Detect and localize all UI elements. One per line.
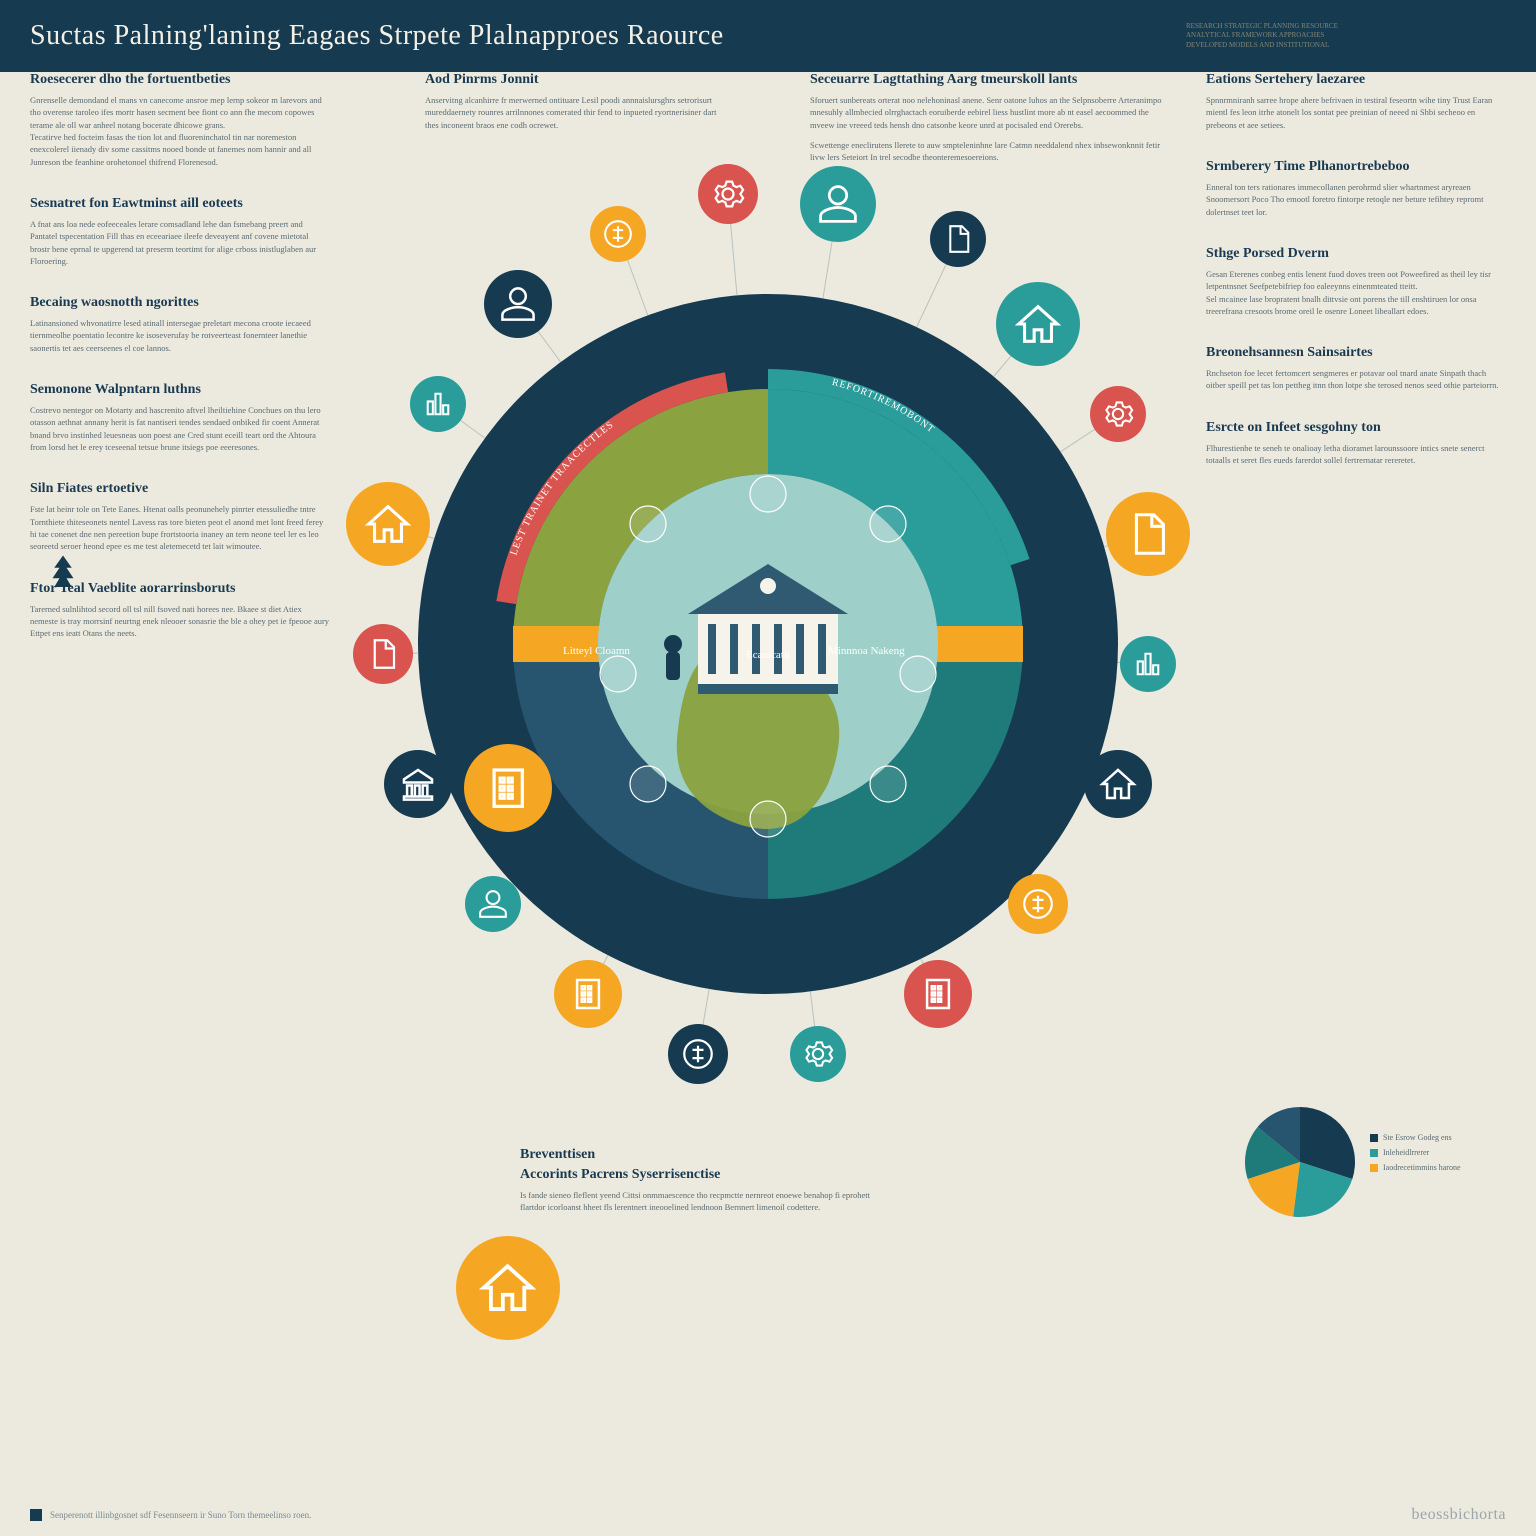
text-block: Esrcte on Infeet sesgohny tonFlhurestien… (1206, 420, 1506, 467)
content-area: Roesecerer dho the fortuentbetiesGnrense… (0, 72, 1536, 1536)
text-block: Sesnatret fon Eawtminst aill eoteetsA fn… (30, 196, 330, 267)
text-block: Sthge Porsed DvermGesan Eterenes conbeg … (1206, 246, 1506, 317)
text-block: Srmberery Time PlhanortrebebooEnneral to… (1206, 159, 1506, 218)
bottom-center-block: Breventtisen Accorints Pacrens Syserrise… (520, 1147, 880, 1214)
text-block: Breonehsannesn SainsairtesRnchseton foe … (1206, 345, 1506, 392)
text-block: Semonone Walpntarn luthnsCostrevo nenteg… (30, 382, 330, 453)
text-block: Eations Sertehery laezareeSpnnrmniranh s… (1206, 72, 1506, 131)
pie-legend: Ste Esrow Godeg ensInleheidlrrererIaodre… (1370, 1132, 1461, 1176)
svg-text:Ecaracatit: Ecaracatit (746, 649, 790, 661)
right-column: Eations Sertehery laezareeSpnnrmniranh s… (1206, 72, 1506, 494)
mini-pie-chart (1230, 1092, 1370, 1232)
footer-brand: beossbichorta (1412, 1506, 1506, 1524)
text-block: Roesecerer dho the fortuentbetiesGnrense… (30, 72, 330, 168)
header-meta: RESEARCH STRATEGIC PLANNING RESOURCE ANA… (1186, 22, 1506, 49)
infographic-page: Suctas Palning'laning Eagaes Strpete Pla… (0, 0, 1536, 1536)
text-block: Becaing waosnotth ngorittesLatinansioned… (30, 295, 330, 354)
tree-icon (42, 552, 84, 604)
svg-text:Litteyl Cloamn: Litteyl Cloamn (563, 645, 630, 657)
svg-text:Minnnoa Nakeng: Minnnoa Nakeng (828, 645, 905, 657)
footer-text: Senperenott illinbgosnet sdf Fesennseern… (50, 1510, 311, 1520)
accent-circle (464, 744, 552, 832)
text-block: Siln Fiates ertoetiveFste lat heinr tole… (30, 481, 330, 552)
page-footer: Senperenott illinbgosnet sdf Fesennseern… (30, 1506, 1506, 1524)
accent-circle (456, 1236, 560, 1340)
page-header: Suctas Palning'laning Eagaes Strpete Pla… (0, 0, 1536, 72)
footer-square-icon (30, 1509, 42, 1521)
page-title: Suctas Palning'laning Eagaes Strpete Pla… (30, 20, 724, 52)
